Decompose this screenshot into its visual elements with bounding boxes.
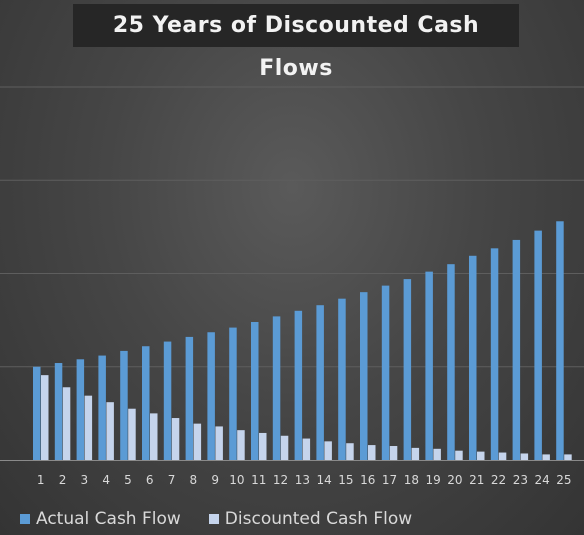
bar-discounted-cash-flow	[498, 452, 507, 460]
bar-actual-cash-flow	[294, 310, 303, 460]
x-tick-label: 9	[211, 473, 219, 487]
bar-actual-cash-flow	[403, 279, 412, 460]
bar-actual-cash-flow	[338, 298, 346, 460]
bar-discounted-cash-flow	[346, 443, 354, 460]
bar-discounted-cash-flow	[368, 445, 376, 460]
x-tick-label: 2	[59, 473, 67, 487]
legend-item-actual: Actual Cash Flow	[20, 509, 181, 529]
bar-actual-cash-flow	[251, 321, 259, 460]
bar-discounted-cash-flow	[128, 408, 136, 460]
bar-discounted-cash-flow	[433, 448, 441, 460]
bar-actual-cash-flow	[76, 359, 85, 460]
x-tick-label: 5	[124, 473, 132, 487]
bar-discounted-cash-flow	[564, 454, 572, 460]
bar-actual-cash-flow	[33, 366, 41, 460]
bar-discounted-cash-flow	[150, 413, 158, 460]
bar-discounted-cash-flow	[302, 438, 311, 460]
bar-actual-cash-flow	[425, 271, 433, 460]
x-tick-label: 4	[102, 473, 110, 487]
bar-actual-cash-flow	[534, 230, 542, 460]
bar-actual-cash-flow	[142, 346, 150, 460]
bar-discounted-cash-flow	[62, 387, 71, 460]
x-tick-label: 22	[491, 473, 506, 487]
bar-actual-cash-flow	[556, 221, 564, 460]
x-tick-label: 18	[404, 473, 419, 487]
bar-actual-cash-flow	[447, 264, 455, 460]
x-tick-label: 15	[338, 473, 353, 487]
legend-swatch-discounted	[208, 514, 219, 524]
bar-actual-cash-flow	[120, 350, 128, 460]
bar-discounted-cash-flow	[280, 435, 289, 460]
bar-discounted-cash-flow	[259, 432, 267, 460]
bar-actual-cash-flow	[469, 255, 477, 460]
bar-discounted-cash-flow	[215, 426, 223, 460]
x-tick-label: 23	[513, 473, 528, 487]
bar-actual-cash-flow	[360, 292, 368, 460]
bar-discounted-cash-flow	[41, 375, 49, 460]
x-tick-label: 6	[146, 473, 154, 487]
x-tick-label: 11	[251, 473, 266, 487]
bar-discounted-cash-flow	[389, 446, 398, 460]
bar-discounted-cash-flow	[171, 418, 180, 460]
legend-label-actual: Actual Cash Flow	[36, 509, 181, 529]
bar-actual-cash-flow	[98, 355, 106, 460]
x-tick-label: 21	[469, 473, 484, 487]
bar-actual-cash-flow	[316, 305, 324, 460]
x-tick-label: 7	[168, 473, 176, 487]
bar-discounted-cash-flow	[106, 402, 114, 460]
bar-actual-cash-flow	[163, 341, 172, 460]
x-tick-label: 12	[273, 473, 288, 487]
bar-actual-cash-flow	[381, 285, 390, 460]
bar-actual-cash-flow	[512, 239, 521, 460]
x-tick-label: 20	[447, 473, 462, 487]
chart-title: 25 Years of Discounted Cash Flows	[73, 4, 519, 81]
bar-discounted-cash-flow	[542, 454, 550, 460]
bar-discounted-cash-flow	[477, 451, 485, 460]
bar-discounted-cash-flow	[411, 447, 420, 460]
x-tick-label: 13	[295, 473, 310, 487]
bar-discounted-cash-flow	[520, 453, 529, 460]
bar-discounted-cash-flow	[84, 395, 93, 460]
x-tick-label: 17	[382, 473, 397, 487]
legend-item-discounted: Discounted Cash Flow	[208, 509, 413, 529]
x-tick-label: 8	[190, 473, 198, 487]
x-tick-label: 24	[535, 473, 550, 487]
bar-actual-cash-flow	[185, 336, 194, 460]
x-tick-label: 10	[229, 473, 244, 487]
x-tick-label: 3	[81, 473, 89, 487]
bar-actual-cash-flow	[207, 332, 215, 460]
legend-label-discounted: Discounted Cash Flow	[224, 509, 413, 529]
chart-legend: Actual Cash Flow Discounted Cash Flow	[20, 507, 440, 531]
x-tick-label: 25	[556, 473, 571, 487]
bar-actual-cash-flow	[54, 363, 63, 460]
x-tick-label: 1	[37, 473, 45, 487]
x-tick-label: 14	[317, 473, 332, 487]
bar-discounted-cash-flow	[455, 450, 463, 460]
bar-actual-cash-flow	[272, 316, 281, 460]
bar-actual-cash-flow	[490, 248, 499, 460]
bar-discounted-cash-flow	[237, 430, 245, 460]
bar-discounted-cash-flow	[324, 441, 332, 460]
bar-actual-cash-flow	[229, 327, 237, 460]
x-tick-label: 16	[360, 473, 375, 487]
x-tick-label: 19	[426, 473, 441, 487]
legend-swatch-actual	[20, 514, 30, 524]
bar-discounted-cash-flow	[193, 423, 202, 460]
